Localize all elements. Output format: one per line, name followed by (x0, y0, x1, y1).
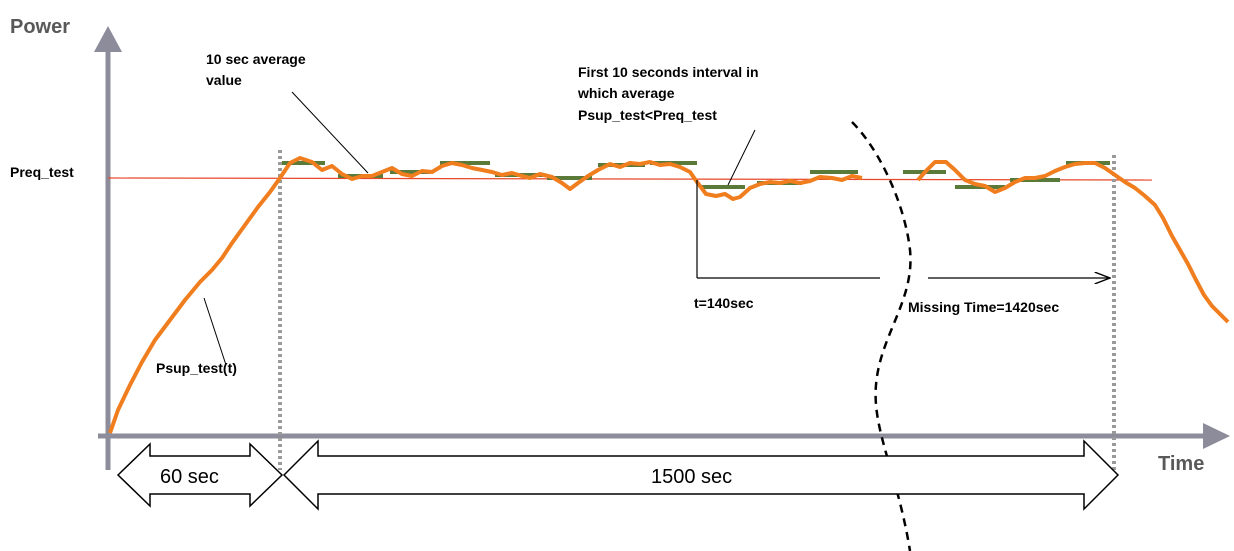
test-span-label: 1500 sec (651, 466, 732, 488)
missing-time-label: Missing Time=1420sec (908, 299, 1059, 315)
power-curve (108, 156, 863, 434)
ramp-span-arrow (116, 442, 284, 508)
time-break-curve (851, 121, 912, 551)
avg-value-label-line1: 10 sec average (206, 51, 306, 67)
y-axis-arrow (94, 26, 122, 52)
x-axis-arrow (1203, 423, 1230, 449)
curve-leader-line (203, 297, 227, 366)
first-interval-label-line3: Psup_test<Preq_test (578, 107, 717, 123)
curve-label: Psup_test(t) (156, 360, 237, 376)
avg-leader-line (291, 91, 369, 174)
first-interval-label-line1: First 10 seconds interval in (578, 64, 759, 80)
preq-reference-line (107, 177, 1153, 181)
ramp-span-label: 60 sec (160, 466, 219, 488)
preq-label: Preq_test (10, 164, 74, 180)
power-curve-continued (916, 160, 1230, 324)
first-interval-label-line2: which average (577, 85, 675, 101)
test-span-arrow (282, 439, 1120, 511)
avg-value-label-line2: value (206, 72, 242, 88)
t140-label: t=140sec (694, 295, 754, 311)
x-axis-title: Time (1158, 453, 1204, 475)
y-axis-title: Power (10, 16, 70, 38)
first-interval-leader-line (727, 129, 756, 186)
